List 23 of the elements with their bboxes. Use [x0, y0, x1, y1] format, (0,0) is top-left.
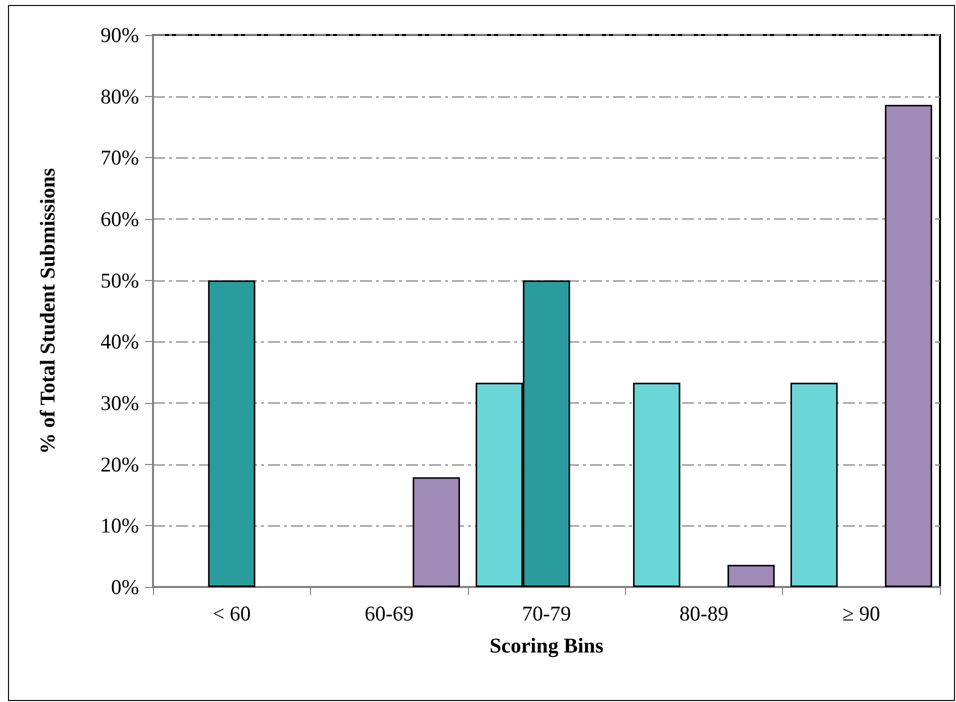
y-tick-label: 10% [100, 514, 139, 538]
y-tick-label: 0% [111, 575, 139, 599]
y-tick-label: 20% [100, 452, 139, 476]
x-axis-title: Scoring Bins [490, 634, 604, 658]
bar [884, 104, 932, 587]
y-tick-label: 60% [100, 207, 139, 231]
x-tick-label: < 60 [212, 602, 251, 626]
x-tick-label: 60-69 [364, 602, 414, 626]
y-tick-label: 50% [100, 268, 139, 292]
bar [412, 477, 460, 587]
y-tick-label: 80% [100, 84, 139, 108]
bar [728, 564, 775, 587]
x-tick-label: 70-79 [522, 602, 571, 626]
x-tick-label: 80-89 [679, 602, 728, 626]
bar [790, 382, 838, 587]
y-tick-label: 70% [100, 146, 139, 170]
bar [208, 280, 256, 587]
y-tick-label: 30% [100, 391, 139, 415]
y-axis-title: % of Total Student Submissions [36, 168, 60, 454]
y-tick-label: 40% [100, 330, 139, 354]
bar [633, 382, 680, 587]
x-tick-label: ≥ 90 [842, 602, 880, 626]
y-tick-label: 90% [100, 23, 139, 47]
